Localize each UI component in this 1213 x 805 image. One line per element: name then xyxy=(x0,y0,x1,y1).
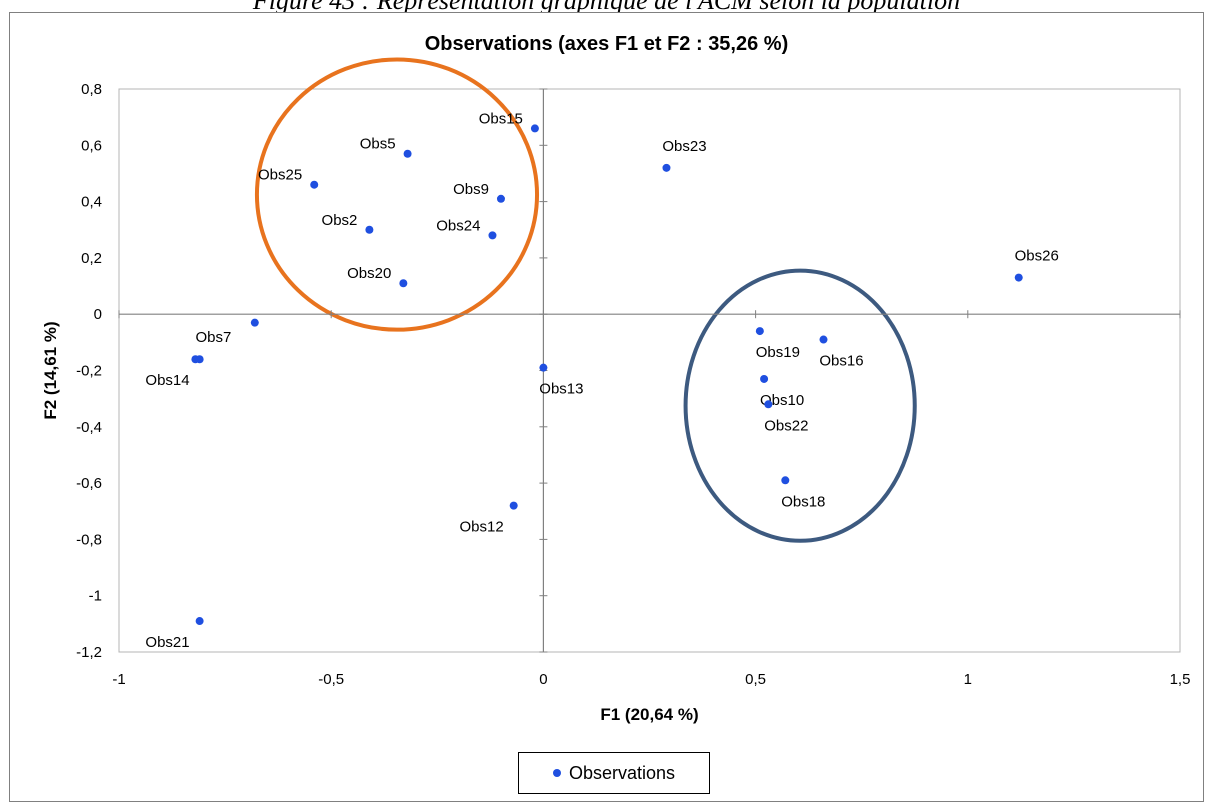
data-point xyxy=(764,400,773,409)
data-point xyxy=(760,374,769,383)
data-point xyxy=(781,476,790,485)
legend: Observations xyxy=(518,752,710,794)
data-point xyxy=(755,327,764,336)
data-point xyxy=(403,149,412,158)
point-label: Obs18 xyxy=(781,493,825,510)
figure-caption: Figure 43 : Représentation graphique de … xyxy=(252,0,961,15)
data-point xyxy=(662,163,671,172)
legend-marker-icon xyxy=(552,769,561,777)
point-label: Obs23 xyxy=(662,138,706,155)
x-tick-label: 0,5 xyxy=(745,671,766,688)
point-label: Obs20 xyxy=(347,265,391,282)
data-point xyxy=(819,335,828,344)
legend-label: Observations xyxy=(568,762,676,783)
x-tick-label: 1 xyxy=(964,671,972,688)
x-tick-label: 1,5 xyxy=(1170,671,1191,688)
point-label: Obs16 xyxy=(819,353,863,370)
data-point xyxy=(310,180,319,189)
y-tick-label: 0,6 xyxy=(81,137,102,154)
data-point xyxy=(488,231,497,240)
point-label: Obs19 xyxy=(756,344,800,361)
point-label: Obs5 xyxy=(360,136,396,153)
cluster-ellipse-blue xyxy=(683,268,917,543)
point-label: Obs12 xyxy=(459,519,503,536)
data-point xyxy=(250,318,259,327)
y-tick-label: -0,2 xyxy=(76,363,102,380)
y-tick-label: 0 xyxy=(94,306,102,323)
data-point xyxy=(530,124,539,133)
chart-frame xyxy=(9,12,1204,802)
data-point xyxy=(1014,273,1023,282)
y-tick-label: -0,4 xyxy=(76,419,102,436)
y-tick-label: -0,6 xyxy=(76,475,102,492)
x-tick-label: -0,5 xyxy=(318,671,344,688)
data-point xyxy=(539,363,548,372)
chart-title: Observations (axes F1 et F2 : 35,26 %) xyxy=(424,33,789,55)
data-point xyxy=(195,355,204,364)
point-label: Obs15 xyxy=(479,110,523,127)
point-label: Obs2 xyxy=(322,212,358,229)
y-tick-label: 0,8 xyxy=(81,81,102,98)
y-tick-label: -0,8 xyxy=(76,531,102,548)
data-point xyxy=(496,194,505,203)
data-point xyxy=(365,225,374,234)
y-axis-label: F2 (14,61 %) xyxy=(41,321,60,419)
y-tick-label: 0,4 xyxy=(81,194,102,211)
x-axis-label: F1 (20,64 %) xyxy=(600,705,698,724)
x-tick-label: -1 xyxy=(112,671,125,688)
y-tick-label: -1,2 xyxy=(76,644,102,661)
point-label: Obs7 xyxy=(195,329,231,346)
data-point xyxy=(399,279,408,288)
point-label: Obs14 xyxy=(145,372,189,389)
point-label: Obs25 xyxy=(258,167,302,184)
point-label: Obs24 xyxy=(436,217,480,234)
point-label: Obs13 xyxy=(539,381,583,398)
y-tick-label: -1 xyxy=(89,588,102,605)
y-tick-label: 0,2 xyxy=(81,250,102,267)
point-label: Obs9 xyxy=(453,181,489,198)
data-point xyxy=(195,617,204,626)
x-tick-label: 0 xyxy=(539,671,547,688)
point-label: Obs21 xyxy=(145,634,189,651)
plot-area-border xyxy=(118,88,1181,653)
cluster-ellipse-orange xyxy=(254,57,540,332)
point-label: Obs22 xyxy=(764,417,808,434)
point-label: Obs26 xyxy=(1015,248,1059,265)
data-point xyxy=(509,501,518,510)
